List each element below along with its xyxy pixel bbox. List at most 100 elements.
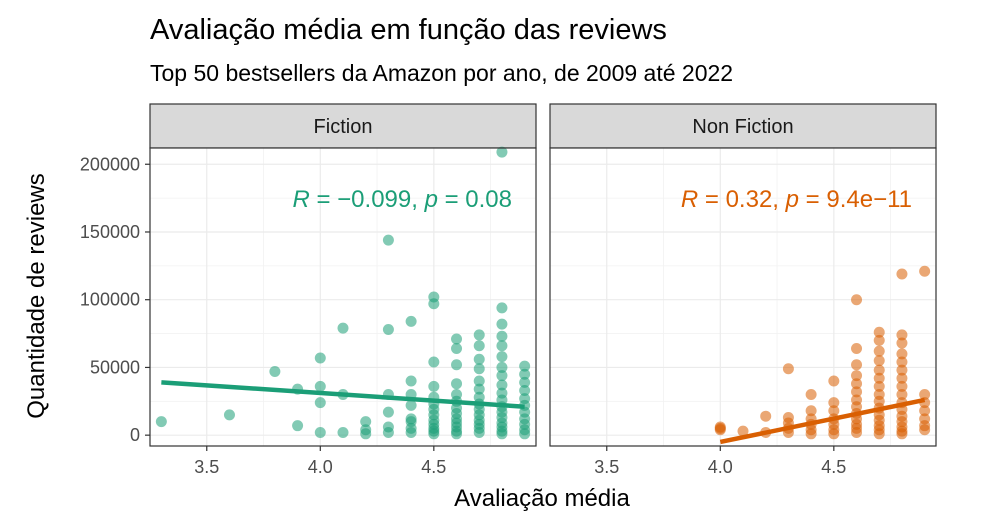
y-tick-label: 0 [130,425,140,445]
data-point [873,326,885,338]
x-tick-label: 3.5 [194,457,219,477]
data-point [496,330,508,342]
data-point [428,428,440,440]
data-point [919,405,931,417]
data-point [292,420,304,432]
data-point [405,375,417,387]
y-tick-label: 50000 [90,357,140,377]
data-point [451,359,463,371]
data-point [896,329,908,341]
data-point [828,375,840,387]
data-point [873,355,885,367]
data-point [714,424,726,436]
annotation-part: R [292,186,309,213]
data-point [451,342,463,354]
facet-strip-label: Fiction [314,116,373,138]
data-point [896,268,908,280]
data-point [851,370,863,382]
y-tick-label: 150000 [80,222,140,242]
chart-title: Avaliação média em função das reviews [150,14,667,46]
data-point [851,378,863,390]
data-point [873,380,885,392]
data-point [851,386,863,398]
data-point [428,356,440,368]
data-point [382,426,394,438]
y-tick-label: 200000 [80,154,140,174]
data-point [896,364,908,376]
data-point [314,397,326,409]
panel-background [550,148,936,446]
data-point [851,359,863,371]
data-point [314,380,326,392]
data-point [805,389,817,401]
data-point [519,384,531,396]
data-point [314,426,326,438]
data-point [473,426,485,438]
facet-panel-1: Non Fiction R = 0.32, p = 9.4e−11 3.5 4.0 4.… [549,103,937,477]
data-point [360,416,372,428]
data-point [223,409,235,421]
data-point [382,406,394,418]
data-point [451,333,463,345]
data-point [896,428,908,440]
data-point [896,380,908,392]
data-point [496,302,508,314]
annotation-part: = 0.32, [698,186,785,213]
data-point [896,348,908,360]
data-point [851,426,863,438]
correlation-annotation: R = −0.099, p = 0.08 [292,186,512,213]
correlation-annotation: R = 0.32, p = 9.4e−11 [681,186,912,213]
data-point [919,424,931,436]
data-point [896,372,908,384]
data-point [519,376,531,388]
chart-subtitle: Top 50 bestsellers da Amazon por ano, de… [150,60,733,86]
data-point [405,315,417,327]
data-point [782,363,794,375]
data-point [428,298,440,310]
data-point [155,416,167,428]
data-point [496,146,508,158]
data-point [473,363,485,375]
data-point [314,352,326,364]
data-point [828,428,840,440]
data-point [919,265,931,277]
data-point [269,366,281,377]
data-point [828,397,840,409]
annotation-part: = 9.4e−11 [799,186,912,213]
y-tick-label: 100000 [80,290,140,310]
annotation-part: R [681,186,698,213]
facet-strip-label: Non Fiction [692,116,793,138]
data-point [828,405,840,417]
data-point [896,356,908,368]
data-point [496,351,508,363]
facet-strip [549,103,937,149]
data-point [873,428,885,440]
x-tick-label: 4.5 [421,457,446,477]
data-point [337,322,349,334]
annotation-part: p [785,186,799,213]
data-point [873,364,885,376]
data-point [337,426,349,438]
annotation-part: = 0.08 [438,186,512,213]
data-point [760,410,772,422]
trend-line [719,397,926,445]
data-point [519,368,531,380]
annotation-part: p [424,186,438,213]
data-point [496,361,508,373]
x-tick-label: 4.5 [821,457,846,477]
facet-panel-0: Fiction R = −0.099, p = 0.08 3.5 4.0 4.5 0 500… [80,103,537,477]
data-point [896,389,908,401]
panel-border [549,147,937,447]
data-point [473,353,485,365]
data-point [519,428,531,440]
data-point [451,428,463,440]
data-point [896,337,908,349]
x-tick-label: 3.5 [594,457,619,477]
facet-strip [149,103,537,149]
trend-line [161,380,525,409]
data-point [851,342,863,354]
annotation-part: = −0.099, [310,186,425,213]
data-point [360,428,372,440]
data-point [851,294,863,306]
